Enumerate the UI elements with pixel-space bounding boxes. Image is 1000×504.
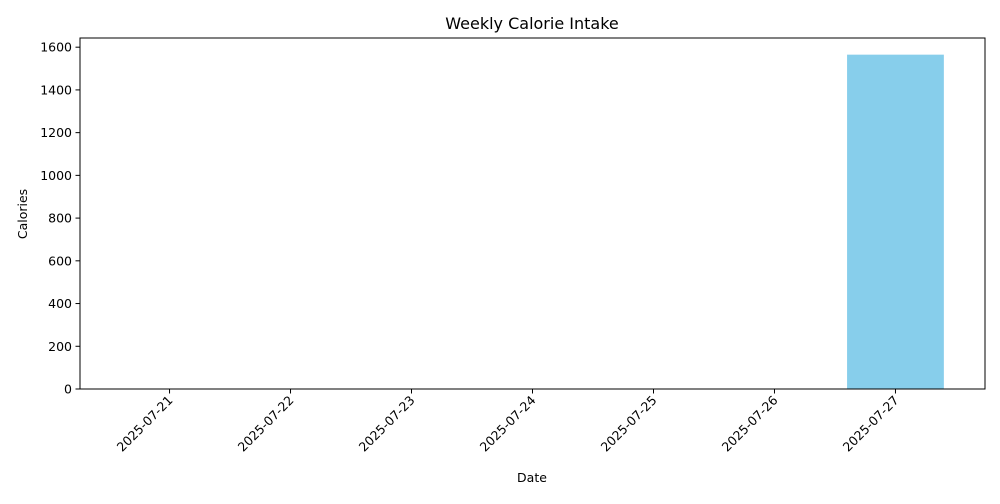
x-axis-label: Date xyxy=(517,470,547,485)
y-tick-label: 0 xyxy=(64,382,72,397)
x-tick-label: 2025-07-27 xyxy=(840,393,902,455)
y-axis-label: Calories xyxy=(15,189,30,239)
y-tick-label: 200 xyxy=(48,339,72,354)
x-tick-label: 2025-07-26 xyxy=(719,392,781,454)
y-tick-label: 1200 xyxy=(40,125,72,140)
bar-2025-07-27 xyxy=(847,54,944,389)
y-tick-label: 1400 xyxy=(40,82,72,97)
x-tick-label: 2025-07-23 xyxy=(356,393,418,455)
plot-area: 0 200 400 600 800 1000 1200 1400 1600 2025-07-21 2… xyxy=(40,37,986,455)
y-tick-label: 400 xyxy=(48,296,72,311)
y-tick-label: 800 xyxy=(48,211,72,226)
y-tick-label: 1600 xyxy=(40,40,72,55)
x-tick-label: 2025-07-21 xyxy=(114,393,176,455)
y-tick-label: 1000 xyxy=(40,168,72,183)
x-tick-label: 2025-07-22 xyxy=(235,393,297,455)
chart-title: Weekly Calorie Intake xyxy=(445,14,618,33)
y-tick-label: 600 xyxy=(48,253,72,268)
x-tick-label: 2025-07-25 xyxy=(598,393,660,455)
x-tick-label: 2025-07-24 xyxy=(477,392,539,454)
